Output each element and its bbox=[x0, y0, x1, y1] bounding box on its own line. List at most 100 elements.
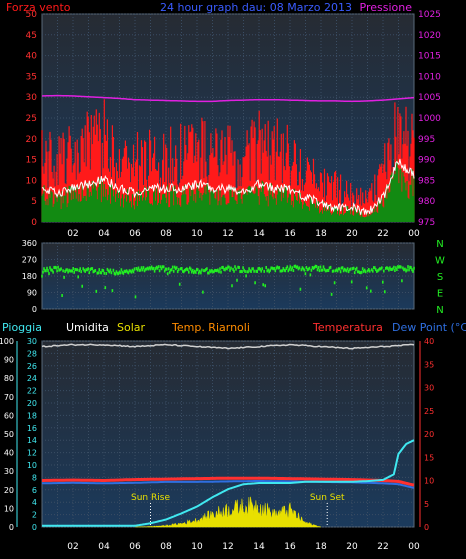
wind-y-tick-label: 0 bbox=[31, 218, 37, 228]
pressure-y-tick-label: 980 bbox=[418, 197, 435, 207]
wind-y-tick-label: 15 bbox=[26, 156, 37, 166]
rain-grid bbox=[16, 340, 421, 528]
direction-y-tick-label: 0 bbox=[32, 305, 37, 314]
direction-y-tick-label: 90 bbox=[27, 289, 37, 298]
solar-area bbox=[135, 496, 322, 528]
percent-y-tick-label: 90 bbox=[4, 356, 14, 365]
pressure-y-tick-label: 1020 bbox=[418, 31, 441, 41]
x-tick-label: 22 bbox=[377, 229, 388, 239]
wind-average-bars bbox=[41, 159, 415, 222]
x-tick-label: 02 bbox=[67, 229, 78, 239]
rain-x-ticks: 02 04 06 08 10 12 14 16 18 20 22 00 bbox=[67, 542, 420, 552]
rain-y-tick-label: 14 bbox=[27, 436, 37, 445]
direction-y-tick-label: 270 bbox=[22, 256, 37, 265]
temperature-line bbox=[42, 476, 415, 487]
percent-y-tick-label: 30 bbox=[4, 467, 14, 476]
percent-y-tick-label: 100 bbox=[0, 337, 14, 346]
rain-line bbox=[42, 439, 415, 527]
x-tick-label: 20 bbox=[346, 542, 358, 552]
rain-temp-chart: 02 04 06 08 10 12 14 16 18 20 22 00 010203040506070… bbox=[0, 321, 466, 552]
x-tick-label: 14 bbox=[253, 542, 265, 552]
x-tick-label: 22 bbox=[377, 542, 388, 552]
wind-mean-line bbox=[41, 158, 415, 216]
legend-temp-riarnoli: Temp. Riarnoli bbox=[171, 321, 250, 334]
wind-y-tick-label: 20 bbox=[26, 135, 38, 145]
wind-y-tick-label: 25 bbox=[26, 114, 37, 124]
wind-marks bbox=[41, 94, 415, 222]
temp-y-tick-label: 30 bbox=[424, 384, 434, 393]
sun-rise-label: Sun Rise bbox=[131, 493, 170, 503]
pressure-y-tick-label: 995 bbox=[418, 135, 435, 145]
compass-letter: S bbox=[437, 272, 443, 283]
x-tick-label: 10 bbox=[191, 542, 203, 552]
x-tick-label: 06 bbox=[129, 542, 141, 552]
temp-y-tick-label: 35 bbox=[424, 360, 434, 369]
x-tick-label: 18 bbox=[315, 542, 327, 552]
rain-marks bbox=[41, 343, 415, 528]
percent-y-tick-label: 60 bbox=[4, 411, 14, 420]
x-tick-label: 06 bbox=[129, 229, 141, 239]
rain-y-tick-label: 6 bbox=[32, 486, 37, 495]
x-tick-label: 12 bbox=[222, 542, 233, 552]
compass-letter: N bbox=[436, 239, 443, 250]
wind-y-tick-label: 50 bbox=[26, 10, 38, 20]
percent-y-tick-label: 40 bbox=[4, 449, 14, 458]
x-tick-label: 16 bbox=[284, 229, 296, 239]
x-tick-label: 18 bbox=[315, 229, 327, 239]
x-tick-label: 16 bbox=[284, 542, 296, 552]
rain-y-tick-label: 20 bbox=[27, 399, 37, 408]
x-tick-label: 02 bbox=[67, 542, 78, 552]
percent-y-tick-label: 80 bbox=[4, 374, 14, 383]
wind-y-tick-label: 35 bbox=[26, 72, 37, 82]
x-tick-label: 20 bbox=[346, 229, 358, 239]
x-tick-label: 08 bbox=[160, 229, 172, 239]
legend-solar: Solar bbox=[117, 321, 146, 334]
rain-y-tick-label: 16 bbox=[27, 424, 37, 433]
pressure-y-tick-label: 1015 bbox=[418, 52, 441, 62]
pressure-y-tick-label: 985 bbox=[418, 176, 435, 186]
x-tick-label: 04 bbox=[98, 229, 110, 239]
compass-letter: E bbox=[437, 289, 443, 300]
temp-y-tick-label: 0 bbox=[424, 523, 429, 532]
rain-y-tick-label: 12 bbox=[27, 449, 37, 458]
wind-y-tick-label: 10 bbox=[26, 176, 38, 186]
pressure-line bbox=[41, 94, 415, 103]
rain-y-tick-label: 2 bbox=[32, 511, 37, 520]
legend-temperature: Temperatura bbox=[312, 321, 383, 334]
rain-y-tick-label: 28 bbox=[27, 349, 37, 358]
temp-y-tick-label: 10 bbox=[424, 477, 434, 486]
x-tick-label: 04 bbox=[98, 542, 110, 552]
percent-y-tick-label: 70 bbox=[4, 393, 14, 402]
direction-grid bbox=[42, 242, 414, 310]
compass-letter: W bbox=[435, 256, 445, 267]
wind-y-tick-label: 40 bbox=[26, 52, 38, 62]
temp-y-tick-label: 5 bbox=[424, 500, 429, 509]
legend-dewpoint: Dew Point (°C) bbox=[392, 321, 466, 334]
wind-label: Forza vento bbox=[6, 1, 71, 14]
wind-y-tick-label: 5 bbox=[31, 197, 37, 207]
temp-y-tick-label: 40 bbox=[424, 337, 434, 346]
pressure-y-tick-label: 1000 bbox=[418, 114, 441, 124]
rain-y-tick-label: 10 bbox=[27, 461, 37, 470]
rain-y-tick-label: 0 bbox=[32, 523, 37, 532]
rain-y-tick-label: 22 bbox=[27, 387, 37, 396]
humidity-line bbox=[41, 343, 415, 350]
rain-y-tick-label: 26 bbox=[27, 362, 37, 371]
legend-rain: Pioggia bbox=[2, 321, 42, 334]
wind-direction-points bbox=[41, 264, 415, 299]
pressure-y-right-ticks: 975 980 985 990 995 1000 1005 1010 1015 1020 1025 bbox=[418, 10, 441, 228]
chart-title: 24 hour graph dau: 08 Marzo 2013 bbox=[160, 1, 352, 14]
legend-humidity: Umidita bbox=[66, 321, 109, 334]
direction-y-tick-label: 360 bbox=[22, 239, 37, 248]
rain-y-tick-label: 24 bbox=[27, 374, 37, 383]
rain-y-tick-label: 4 bbox=[32, 498, 37, 507]
temp-y-tick-label: 25 bbox=[424, 407, 434, 416]
temp-y-ticks: 0 5 10 15 20 25 30 35 40 bbox=[424, 337, 434, 532]
direction-y-tick-label: 180 bbox=[22, 272, 37, 281]
pressure-y-tick-label: 1025 bbox=[418, 10, 441, 20]
wind-x-ticks: 02 04 06 08 10 12 14 16 18 20 22 00 bbox=[67, 229, 420, 239]
